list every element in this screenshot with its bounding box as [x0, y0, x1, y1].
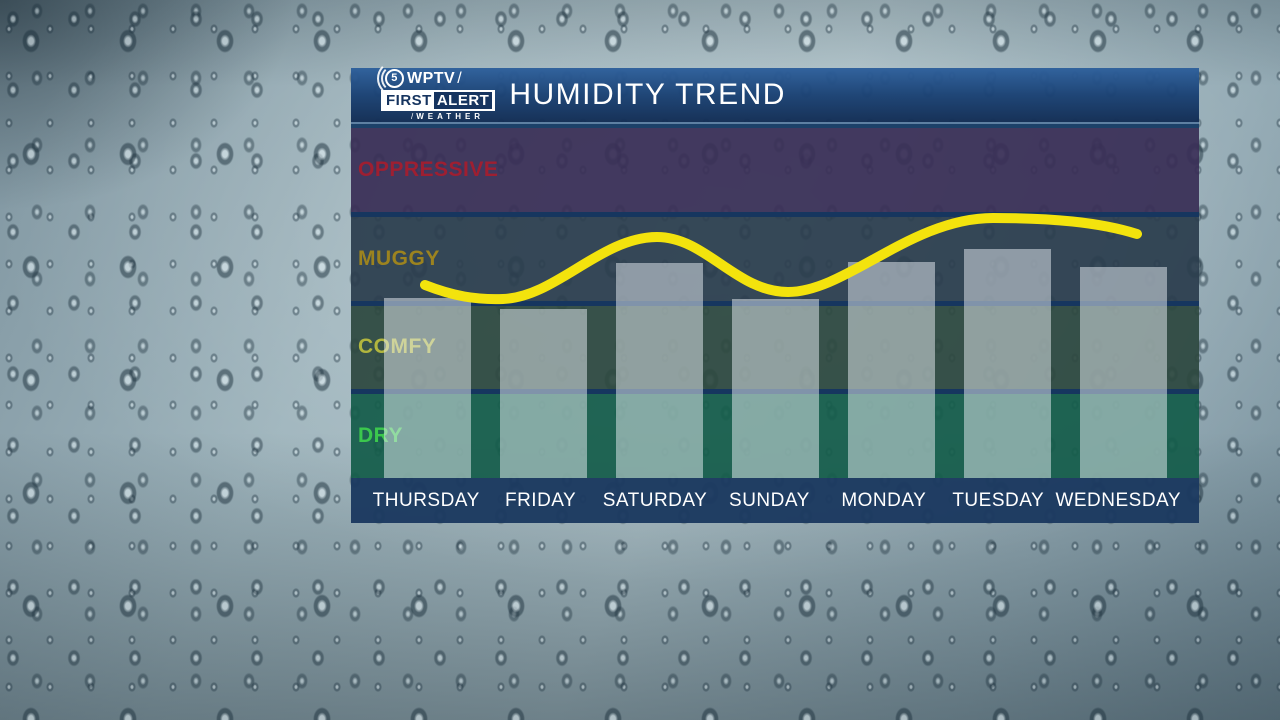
- alert-label: ALERT: [433, 92, 493, 109]
- logo-slash-2: /: [411, 112, 414, 121]
- day-label-strip: THURSDAY FRIDAY SATURDAY SUNDAY MONDAY TUESDA…: [351, 478, 1199, 523]
- humidity-bar-saturday: [615, 262, 703, 478]
- band-oppressive: OPPRESSIVE: [351, 128, 1199, 217]
- humidity-bars-group: [351, 122, 1199, 478]
- bar-column-tuesday: [949, 122, 1065, 478]
- humidity-bar-monday: [847, 261, 935, 478]
- bar-column-monday: [833, 122, 949, 478]
- humidity-bands: OPPRESSIVE MUGGY COMFY DRY: [351, 122, 1199, 478]
- wptv-first-alert-weather-logo: 5 WPTV / FIRST ALERT / WEATHER: [375, 61, 496, 121]
- humidity-trend-line: [420, 213, 1142, 305]
- day-label-thursday: THURSDAY: [372, 489, 480, 511]
- weather-label: WEATHER: [416, 112, 485, 121]
- logo-slash: /: [457, 69, 463, 87]
- band-separator-top: [351, 122, 1199, 128]
- day-label-sunday: SUNDAY: [729, 489, 810, 511]
- day-label-monday: MONDAY: [841, 489, 927, 511]
- station-call-letters: WPTV: [407, 69, 456, 87]
- humidity-bar-sunday: [731, 298, 819, 478]
- bar-column-wednesday: [1065, 122, 1181, 478]
- humidity-trend-panel: 5 WPTV / FIRST ALERT / WEATHER HUMIDITY …: [351, 61, 1199, 523]
- bar-column-saturday: [601, 122, 717, 478]
- humidity-chart: OPPRESSIVE MUGGY COMFY DRY: [351, 122, 1199, 478]
- band-label-muggy: MUGGY: [358, 246, 440, 270]
- bar-column-thursday: [369, 122, 485, 478]
- band-label-oppressive: OPPRESSIVE: [358, 157, 499, 181]
- bar-column-friday: [485, 122, 601, 478]
- humidity-bar-tuesday: [963, 249, 1051, 478]
- humidity-bar-thursday: [383, 297, 471, 478]
- channel-5-circle-icon: 5: [377, 61, 404, 96]
- day-label-wednesday: WEDNESDAY: [1055, 489, 1181, 511]
- panel-header: 5 WPTV / FIRST ALERT / WEATHER HUMIDITY …: [351, 61, 1199, 122]
- page-title: HUMIDITY TREND: [509, 78, 786, 111]
- day-label-saturday: SATURDAY: [602, 489, 708, 511]
- bar-column-sunday: [717, 122, 833, 478]
- day-label-friday: FRIDAY: [504, 489, 577, 511]
- first-label: FIRST: [386, 92, 432, 109]
- humidity-bar-wednesday: [1079, 266, 1167, 478]
- first-alert-badge: FIRST ALERT: [381, 90, 496, 111]
- humidity-bar-friday: [499, 308, 587, 478]
- day-label-tuesday: TUESDAY: [952, 489, 1045, 511]
